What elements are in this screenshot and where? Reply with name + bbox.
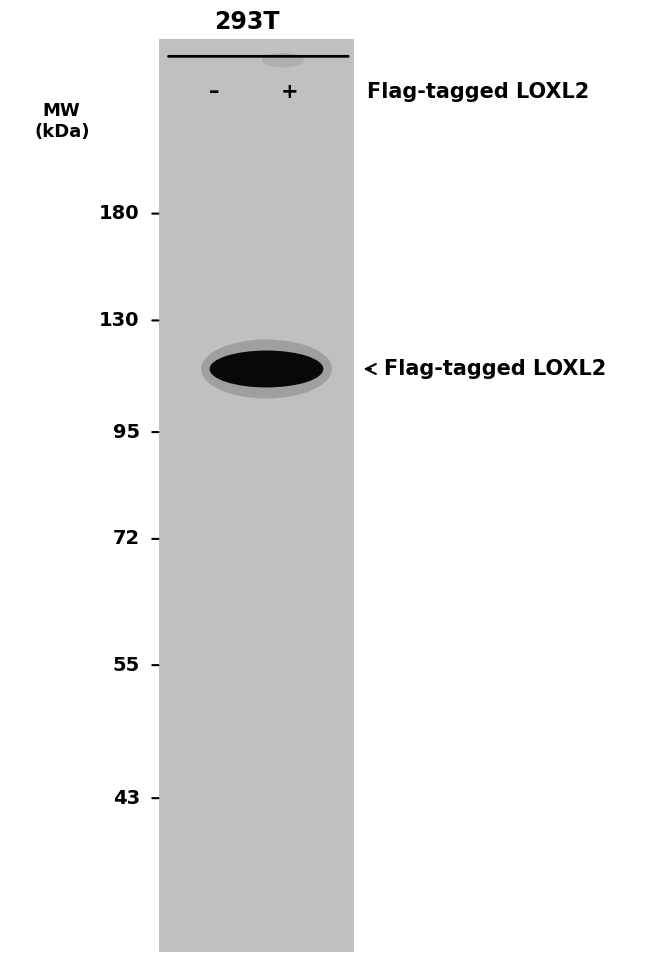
Ellipse shape	[209, 351, 324, 387]
Text: Flag-tagged LOXL2: Flag-tagged LOXL2	[384, 359, 606, 379]
Text: 180: 180	[99, 204, 140, 223]
Text: 43: 43	[112, 788, 140, 808]
Ellipse shape	[261, 52, 304, 68]
Ellipse shape	[201, 340, 332, 398]
Text: –: –	[209, 83, 220, 102]
Text: +: +	[280, 83, 298, 102]
Bar	[159, 39, 354, 952]
Text: 293T: 293T	[214, 10, 280, 34]
Text: 72: 72	[112, 529, 140, 549]
Text: 55: 55	[112, 655, 140, 675]
Text: Flag-tagged LOXL2: Flag-tagged LOXL2	[367, 83, 590, 102]
Text: MW
(kDa): MW (kDa)	[34, 102, 90, 141]
Text: 130: 130	[99, 311, 140, 330]
Text: 95: 95	[112, 422, 140, 442]
